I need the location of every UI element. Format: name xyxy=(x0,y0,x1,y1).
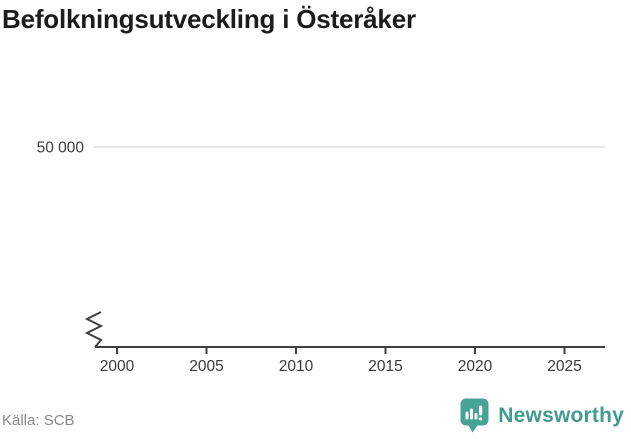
x-tick-label: 2000 xyxy=(100,358,135,375)
x-tick-label: 2025 xyxy=(547,358,581,375)
newsworthy-wordmark: Newsworthy xyxy=(498,403,624,427)
x-tick-label: 2010 xyxy=(279,358,314,375)
x-tick-label: 2005 xyxy=(189,358,223,375)
x-tick-label: 2015 xyxy=(368,358,402,375)
y-tick-label: 50 000 xyxy=(37,140,85,157)
line-chart-canvas: 30 00035 00040 00045 00050 00055 0002000… xyxy=(37,140,605,375)
newsworthy-logo[interactable]: Newsworthy xyxy=(460,398,624,433)
newsworthy-chart-bubble-icon xyxy=(460,398,489,433)
chart-title: Befolkningsutveckling i Österåker xyxy=(2,4,416,34)
population-line-chart: 30 00035 00040 00045 00050 00055 0002000… xyxy=(0,60,631,390)
x-tick-label: 2020 xyxy=(458,358,493,375)
axis-break-icon xyxy=(84,311,104,348)
source-note: Källa: SCB xyxy=(2,412,75,429)
